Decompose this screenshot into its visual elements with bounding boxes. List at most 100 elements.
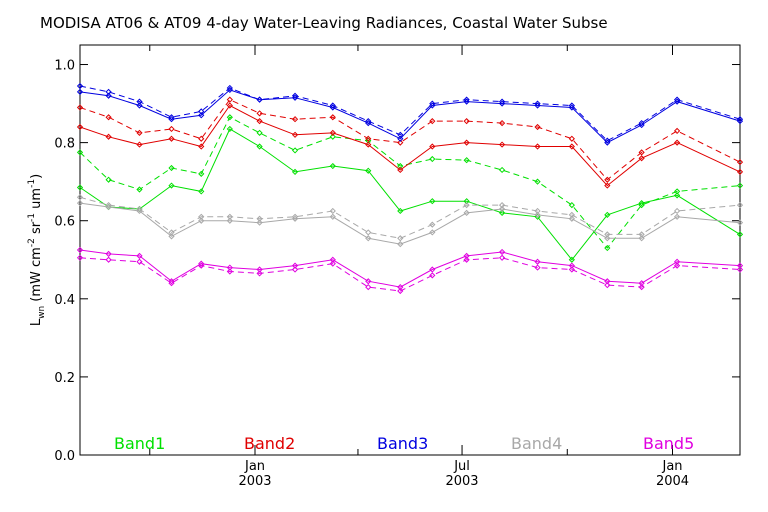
band3-at09-point	[168, 114, 175, 121]
band1-at09-point	[673, 188, 681, 195]
band2-at09-point	[365, 135, 372, 142]
band2-at06-point	[226, 102, 233, 109]
band4-at09-point	[397, 235, 404, 242]
band2-at09-point	[498, 119, 506, 127]
band1-at09-point	[534, 178, 541, 185]
band3-at09-point	[638, 119, 645, 127]
band4-at09-point	[568, 211, 575, 218]
band4-at09-point	[329, 207, 336, 215]
band4-at09-point	[198, 213, 205, 220]
band5-at06-point	[136, 252, 143, 259]
band1-at09-point	[568, 201, 575, 209]
band2-at06-point	[736, 168, 744, 176]
band1-at09-point	[329, 133, 336, 140]
band3-at09-point	[673, 96, 681, 103]
band5-at06-point	[498, 248, 506, 256]
band2-at09-point	[256, 110, 263, 117]
band4-at09-point	[105, 201, 112, 209]
band1-at09-point	[226, 114, 233, 121]
band5-at09-point	[105, 256, 112, 263]
band4-at06-point	[604, 235, 611, 242]
band5-at09-point	[638, 283, 645, 291]
band5-at06-point	[568, 262, 575, 269]
band5-at09-point	[76, 254, 84, 261]
band5-at06-point	[226, 264, 233, 271]
band1-at09-point	[397, 162, 404, 170]
band3-at06-point	[397, 135, 404, 142]
band5-at06-point	[329, 256, 336, 263]
band2-at09-point	[463, 118, 470, 125]
band2-at06-point	[168, 135, 175, 142]
band5-at06-point	[168, 278, 175, 285]
band3-at09-point	[226, 84, 233, 92]
y-axis: 0.0 0.2 0.4 0.6 0.8 1.0	[54, 59, 740, 464]
band1-at06-point	[168, 182, 175, 189]
band2-at09-point	[136, 129, 143, 136]
band1-at06-point	[256, 143, 263, 150]
band5-at09-line	[79, 257, 741, 292]
band1-at06-point	[429, 198, 436, 205]
band5-at06-line	[79, 249, 741, 288]
series-group	[76, 82, 744, 295]
band3-at09-point	[498, 98, 506, 105]
y-tick-label: 0.4	[54, 293, 75, 308]
band5-at06-point	[105, 250, 112, 258]
band2-at09-point	[291, 116, 299, 123]
y-tick-label: 0.2	[54, 371, 75, 386]
band3-at09-point	[136, 98, 143, 105]
band2-at09-point	[604, 176, 611, 183]
y-tick-label: 1.0	[54, 59, 75, 74]
band4-at06-point	[638, 235, 645, 242]
band1-at06-point	[604, 211, 611, 218]
band2-at06-point	[463, 139, 470, 146]
band4-at09-point	[736, 201, 744, 209]
band2-at09-point	[397, 139, 404, 146]
band4-at09-point	[76, 194, 84, 201]
band4-at06-point	[463, 209, 470, 217]
band2-at06-line	[79, 104, 741, 187]
x-tick-label-year: 2003	[445, 474, 478, 489]
band5-at09-point	[673, 262, 681, 269]
band4-at06-point	[498, 205, 506, 213]
band4-at06-point	[568, 215, 575, 222]
band4-at06-point	[673, 213, 681, 220]
band5-at09-point	[736, 266, 744, 273]
band1-at09-point	[256, 129, 263, 136]
x-tick-label-month: Jul	[453, 459, 470, 474]
band4-at06-point	[365, 235, 372, 242]
legend-band2: Band2	[244, 434, 295, 453]
band4-at09-point	[429, 221, 436, 228]
band3-at06-point	[136, 102, 143, 109]
band1-at09-point	[168, 164, 175, 172]
band1-at09-line	[79, 116, 741, 249]
band4-at06-point	[534, 211, 541, 218]
band3-at09-point	[329, 102, 336, 109]
band4-at09-point	[168, 229, 175, 236]
band1-at06-point	[498, 209, 506, 217]
band5-at09-point	[365, 283, 372, 291]
band5-at06-point	[604, 278, 611, 285]
band4-at06-point	[256, 219, 263, 226]
band5-at09-point	[568, 266, 575, 273]
band1-at06-point	[463, 198, 470, 205]
x-tick-label-month: Jan	[244, 459, 265, 474]
band3-at09-line	[79, 85, 741, 142]
band5-at06-point	[534, 258, 541, 265]
x-tick-label-month: Jan	[661, 459, 682, 474]
band2-at06-point	[291, 131, 299, 138]
band3-at09-point	[463, 96, 470, 103]
band4-at06-point	[168, 233, 175, 240]
legend: Band1 Band2 Band3 Band4 Band5	[114, 434, 694, 453]
band1-at09-point	[498, 166, 506, 174]
band1-at06-point	[673, 192, 681, 199]
band2-at09-point	[105, 114, 112, 121]
legend-band4: Band4	[511, 434, 562, 453]
band3-at09-point	[256, 96, 263, 103]
band2-at09-point	[329, 114, 336, 121]
band1-at09-point	[429, 155, 436, 163]
band1-at06-point	[76, 184, 84, 191]
band4-at09-line	[79, 196, 741, 239]
band2-at09-point	[638, 149, 645, 156]
